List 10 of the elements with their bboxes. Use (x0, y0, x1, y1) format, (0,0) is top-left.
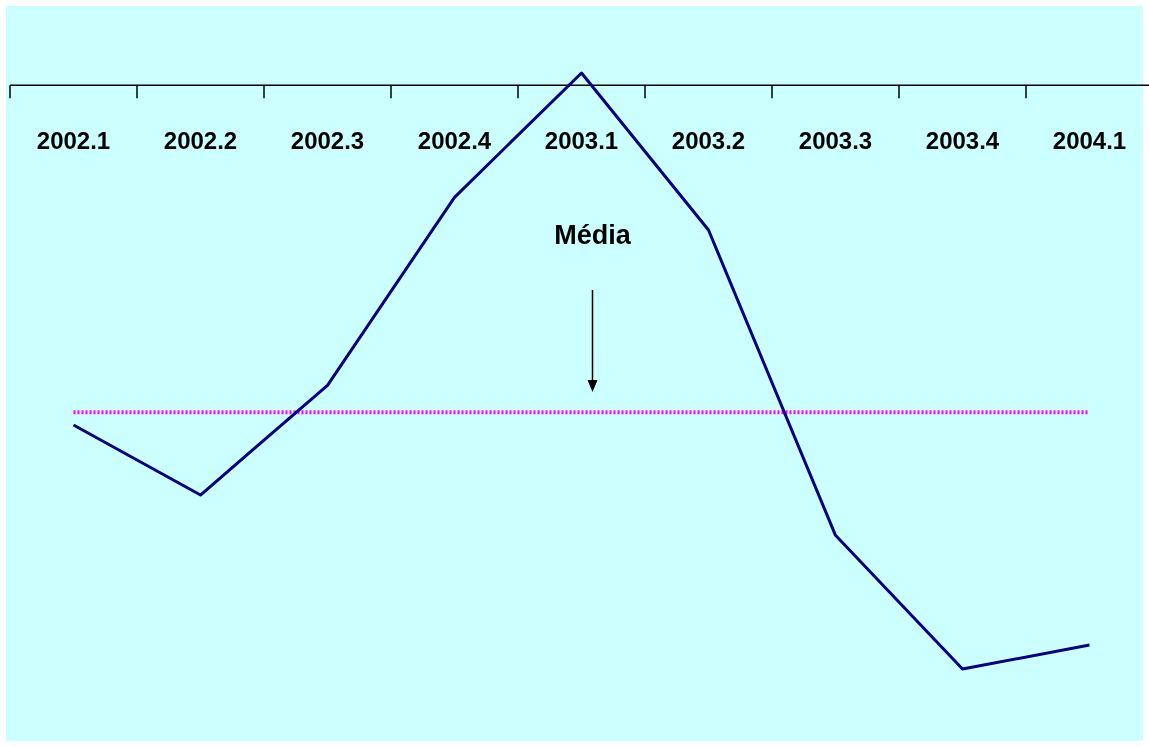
x-tick-label: 2002.3 (290, 127, 365, 155)
x-tick-label: 2003.4 (925, 127, 1000, 155)
annotation: Média (554, 220, 632, 250)
x-tick-label: 2003.3 (798, 127, 873, 155)
x-tick-label: 2002.4 (417, 127, 492, 155)
x-tick-label: 2004.1 (1052, 127, 1127, 155)
x-tick-label: 2003.2 (671, 127, 746, 155)
x-tick-label: 2002.2 (163, 127, 238, 155)
x-tick-label: 2002.1 (36, 127, 111, 155)
x-tick-label: 2003.1 (544, 127, 619, 155)
